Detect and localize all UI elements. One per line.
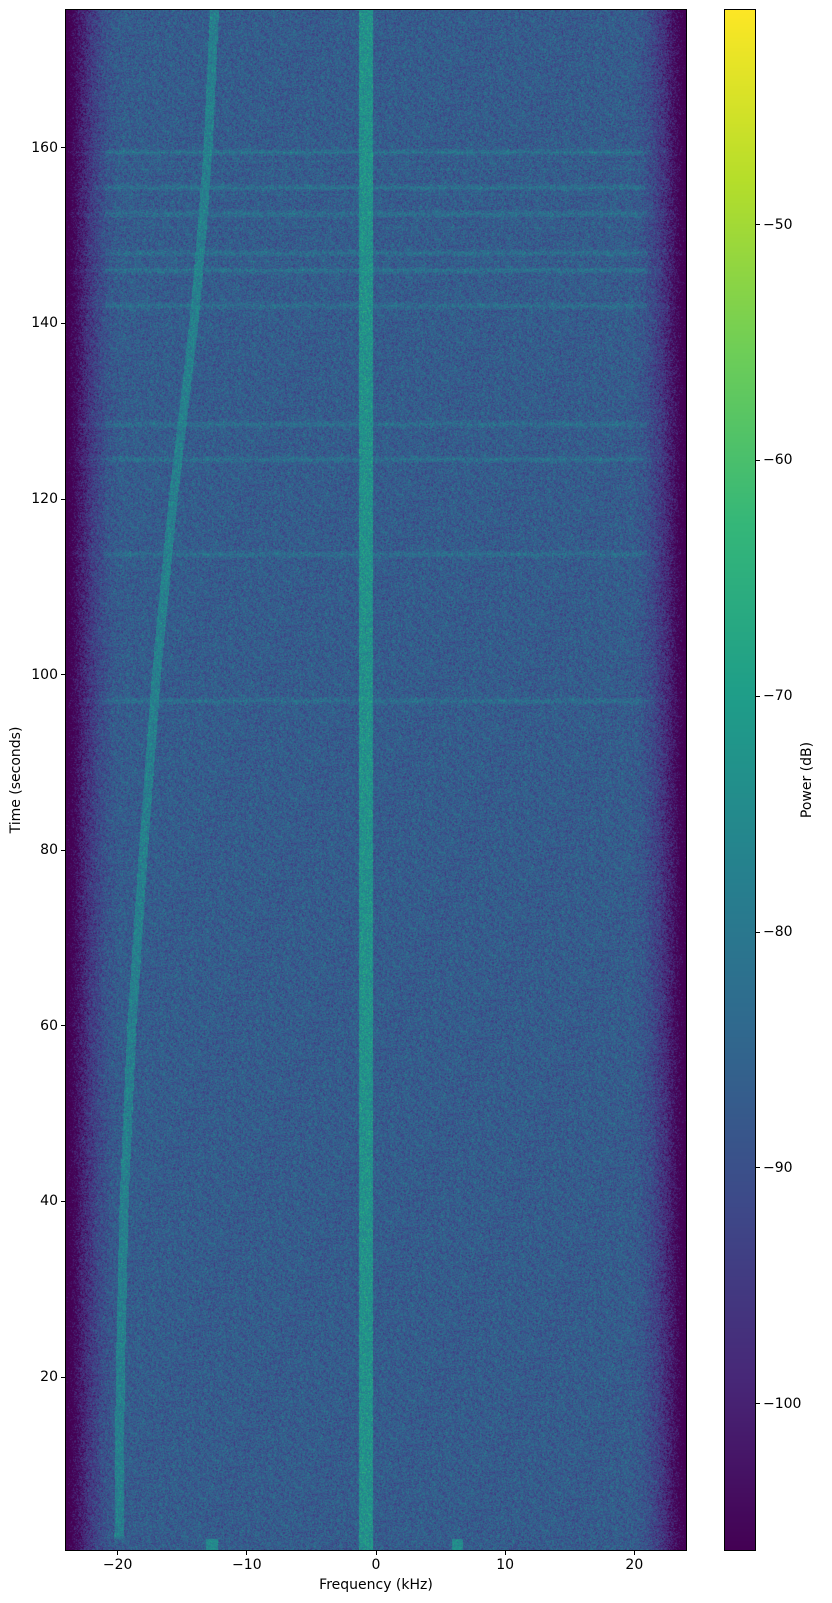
spectrogram-image — [66, 10, 686, 1550]
x-tick-mark — [117, 1550, 119, 1555]
x-tick-label: 20 — [625, 1557, 644, 1573]
x-tick-label: 0 — [371, 1557, 381, 1573]
colorbar-frame — [724, 9, 756, 1551]
colorbar-tick-label: −70 — [763, 688, 793, 705]
y-tick-mark — [61, 147, 66, 149]
x-tick-mark — [504, 1550, 506, 1555]
colorbar-tick-mark — [755, 1403, 760, 1405]
y-axis-label: Time (seconds) — [8, 726, 24, 834]
colorbar-gradient — [725, 10, 755, 1550]
colorbar-tick-mark — [755, 695, 760, 697]
colorbar-tick-mark — [755, 459, 760, 461]
x-tick-mark — [246, 1550, 248, 1555]
colorbar-tick-mark — [755, 224, 760, 226]
colorbar — [724, 9, 756, 1551]
x-tick-label: 10 — [496, 1557, 515, 1573]
colorbar-tick-label: −60 — [763, 452, 793, 469]
y-tick-mark — [61, 849, 66, 851]
colorbar-tick-label: −100 — [763, 1395, 802, 1412]
colorbar-tick-label: −50 — [763, 216, 793, 233]
colorbar-tick-label: −80 — [763, 924, 793, 941]
x-tick-label: −10 — [232, 1557, 262, 1573]
y-tick-label: 60 — [40, 1017, 58, 1034]
y-tick-label: 100 — [31, 666, 58, 683]
y-tick-label: 140 — [31, 315, 58, 332]
y-tick-label: 20 — [40, 1369, 58, 1386]
y-tick-label: 40 — [40, 1193, 58, 1210]
y-tick-label: 80 — [40, 842, 58, 859]
colorbar-tick-mark — [755, 931, 760, 933]
x-tick-mark — [375, 1550, 377, 1555]
colorbar-tick-mark — [755, 1167, 760, 1169]
y-tick-mark — [61, 1200, 66, 1202]
plot-frame — [65, 9, 687, 1551]
y-tick-label: 120 — [31, 491, 58, 508]
x-tick-label: −20 — [102, 1557, 133, 1573]
spectrogram-plot-area — [65, 9, 687, 1551]
y-tick-mark — [61, 322, 66, 324]
y-tick-mark — [61, 1376, 66, 1378]
y-tick-mark — [61, 498, 66, 500]
y-tick-mark — [61, 674, 66, 676]
colorbar-label: Power (dB) — [799, 741, 815, 819]
y-tick-label: 160 — [31, 139, 58, 156]
x-axis-label: Frequency (kHz) — [319, 1577, 433, 1593]
colorbar-tick-label: −90 — [763, 1159, 793, 1176]
y-tick-mark — [61, 1025, 66, 1027]
x-tick-mark — [633, 1550, 635, 1555]
